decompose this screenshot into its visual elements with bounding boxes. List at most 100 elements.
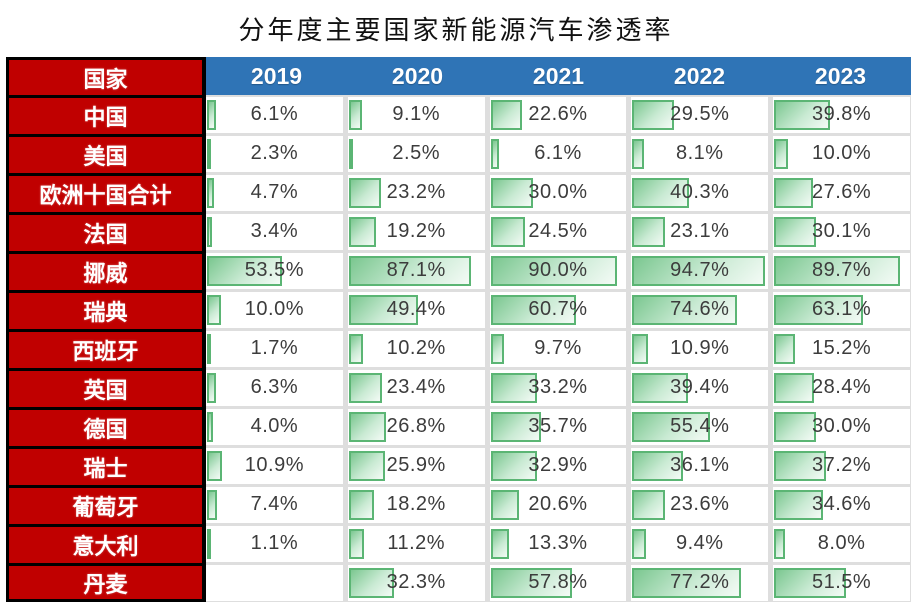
value-cell: 29.5% — [631, 96, 769, 133]
value-label: 94.7% — [670, 259, 730, 281]
value-label: 8.0% — [817, 532, 866, 554]
value-cell: 2.5% — [347, 135, 485, 172]
table-header-row: 国家 2019 2020 2021 2022 2023 — [6, 57, 911, 95]
data-bar — [207, 450, 223, 481]
data-bar — [632, 255, 766, 286]
data-bar — [490, 138, 500, 169]
value-label: 23.1% — [670, 220, 730, 242]
value-label: 90.0% — [528, 259, 588, 281]
value-label: 6.1% — [534, 142, 582, 164]
value-cell: 10.0% — [206, 291, 343, 328]
value-label: 23.6% — [670, 493, 730, 515]
data-bar — [207, 216, 212, 247]
value-label: 15.2% — [811, 337, 872, 359]
value-cell: 55.4% — [631, 408, 769, 445]
data-bar — [774, 489, 823, 520]
value-cell: 32.9% — [489, 447, 627, 484]
value-label: 11.2% — [387, 532, 446, 554]
value-cell: 28.4% — [773, 369, 910, 406]
country-label: 法国 — [6, 212, 206, 251]
value-cell: 15.2% — [773, 330, 910, 367]
data-bar — [632, 528, 646, 559]
value-label: 8.1% — [675, 142, 724, 164]
country-label: 葡萄牙 — [6, 485, 206, 524]
value-label: 51.5% — [811, 571, 872, 593]
data-bar — [348, 294, 419, 325]
row-cells: 6.1% 9.1% 22.6% 29.5% 39.8% — [206, 95, 911, 134]
data-bar — [207, 372, 216, 403]
data-bar — [348, 99, 362, 130]
data-bar — [774, 216, 817, 247]
value-label: 22.6% — [528, 103, 588, 125]
data-bar — [774, 255, 900, 286]
value-cell: 37.2% — [773, 447, 910, 484]
value-label: 35.7% — [528, 415, 588, 437]
value-cell: 26.8% — [347, 408, 485, 445]
data-bar — [348, 489, 375, 520]
data-bar — [774, 528, 786, 559]
country-label: 瑞士 — [6, 446, 206, 485]
value-cell: 49.4% — [347, 291, 485, 328]
row-cells: 10.9% 25.9% 32.9% 36.1% 37.2% — [206, 446, 911, 485]
data-bar — [490, 177, 533, 208]
data-bar — [490, 567, 572, 598]
year-header-2021: 2021 — [532, 62, 585, 89]
data-bar — [207, 99, 216, 130]
data-bar — [632, 372, 688, 403]
value-label: 89.7% — [811, 259, 872, 281]
data-bar — [490, 216, 525, 247]
data-bar — [348, 372, 382, 403]
value-cell: 27.6% — [773, 174, 910, 211]
value-cell: 10.9% — [631, 330, 769, 367]
data-bar — [632, 216, 665, 247]
value-cell: 8.1% — [631, 135, 769, 172]
data-bar — [348, 450, 386, 481]
value-cell — [206, 564, 343, 601]
country-label: 美国 — [6, 134, 206, 173]
value-cell: 90.0% — [489, 252, 627, 289]
value-cell: 30.1% — [773, 213, 910, 250]
value-cell: 9.4% — [631, 525, 769, 562]
value-label: 53.5% — [244, 259, 304, 281]
row-cells: 4.0% 26.8% 35.7% 55.4% 30.0% — [206, 407, 911, 446]
value-label: 4.7% — [250, 181, 299, 203]
value-cell: 36.1% — [631, 447, 769, 484]
value-cell: 6.3% — [206, 369, 343, 406]
data-bar — [632, 333, 648, 364]
year-header-2020: 2020 — [391, 62, 444, 89]
data-bar — [774, 567, 847, 598]
value-cell: 2.3% — [206, 135, 343, 172]
value-label: 1.1% — [250, 532, 299, 554]
value-cell: 77.2% — [631, 564, 769, 601]
value-cell: 34.6% — [773, 486, 910, 523]
value-cell: 10.9% — [206, 447, 343, 484]
table-row: 丹麦 32.3% 57.8% 77.2% 51.5% — [6, 563, 911, 602]
value-label: 10.9% — [244, 454, 304, 476]
value-label: 30.0% — [528, 181, 588, 203]
data-bar — [348, 411, 387, 442]
data-bar — [207, 411, 213, 442]
row-cells: 1.1% 11.2% 13.3% 9.4% 8.0% — [206, 524, 911, 563]
data-bar — [490, 294, 576, 325]
value-label: 29.5% — [670, 103, 730, 125]
value-label: 40.3% — [670, 181, 730, 203]
value-cell: 39.4% — [631, 369, 769, 406]
value-label: 18.2% — [386, 493, 446, 515]
value-cell: 63.1% — [773, 291, 910, 328]
table-row: 欧洲十国合计 4.7% 23.2% 30.0% 40.3% 27.6% — [6, 173, 911, 212]
data-bar — [348, 528, 365, 559]
data-bar — [490, 528, 510, 559]
data-bar — [207, 138, 211, 169]
country-label: 挪威 — [6, 251, 206, 290]
data-bar — [207, 177, 214, 208]
table-row: 葡萄牙 7.4% 18.2% 20.6% 23.6% 34.6% — [6, 485, 911, 524]
data-bar — [490, 333, 505, 364]
table-row: 瑞典 10.0% 49.4% 60.7% 74.6% 63.1% — [6, 290, 911, 329]
country-label: 西班牙 — [6, 329, 206, 368]
value-label: 28.4% — [811, 376, 872, 398]
value-cell: 22.6% — [489, 96, 627, 133]
value-label: 26.8% — [386, 415, 446, 437]
data-bar — [490, 450, 537, 481]
value-cell: 1.1% — [206, 525, 343, 562]
